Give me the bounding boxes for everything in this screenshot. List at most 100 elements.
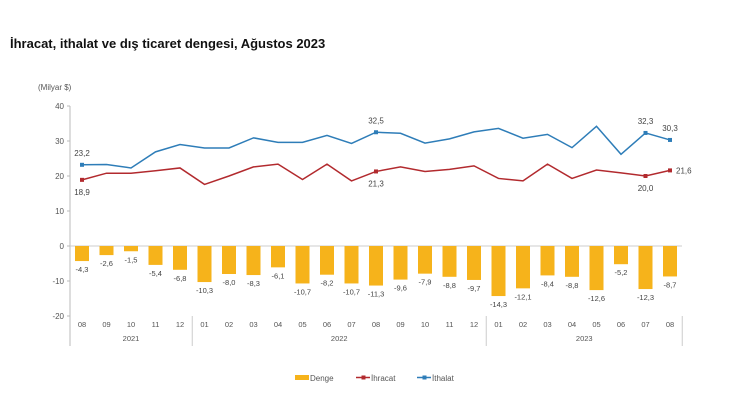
bar-denge: [467, 246, 481, 280]
x-tick-label: 01: [494, 320, 502, 329]
data-point-marker: [80, 177, 84, 182]
x-tick-label: 12: [470, 320, 478, 329]
x-tick-label: 10: [127, 320, 135, 329]
bar-denge: [614, 246, 628, 265]
data-point-marker: [374, 169, 378, 174]
bar-label: -12,6: [588, 294, 605, 303]
point-label: 23,2: [74, 149, 90, 158]
bar-label: -10,3: [196, 286, 213, 295]
bar-label: -12,3: [637, 293, 654, 302]
x-tick-label: 09: [102, 320, 110, 329]
bar-denge: [540, 246, 555, 276]
x-tick-label: 12: [176, 320, 184, 329]
bar-label: -9,6: [394, 284, 407, 293]
data-point-marker: [643, 130, 648, 135]
y-tick-label: -20: [52, 312, 64, 321]
legend-marker: [422, 375, 427, 380]
bar-label: -7,9: [419, 278, 432, 287]
bar-label: -6,8: [174, 274, 187, 283]
x-tick-label: 09: [396, 320, 404, 329]
x-tick-label: 11: [152, 320, 160, 329]
bar-denge: [663, 246, 677, 277]
data-point-marker: [668, 168, 672, 173]
bar-label: -12,1: [514, 292, 531, 301]
x-tick-label: 11: [446, 320, 454, 329]
legend-marker: [361, 375, 366, 380]
data-point-marker: [643, 174, 648, 178]
bar-label: -10,7: [343, 287, 360, 296]
x-tick-label: 08: [372, 320, 380, 329]
bar-denge: [565, 246, 579, 277]
x-tick-label: 03: [543, 320, 551, 329]
point-label: 21,6: [676, 166, 692, 175]
legend-swatch: [295, 375, 309, 380]
bar-label: -8,0: [223, 278, 236, 287]
y-axis-label: (Milyar $): [38, 83, 72, 92]
y-tick-label: 20: [55, 172, 64, 181]
x-tick-label: 05: [298, 320, 306, 329]
bar-denge: [75, 246, 89, 262]
x-tick-label: 01: [200, 320, 208, 329]
x-tick-label: 07: [347, 320, 355, 329]
bar-label: -8,2: [321, 279, 334, 288]
year-label: 2021: [123, 334, 140, 343]
bar-denge: [393, 246, 408, 280]
bar-denge: [148, 246, 163, 265]
data-point-marker: [374, 130, 378, 135]
x-tick-label: 04: [274, 320, 282, 329]
point-label: 21,3: [368, 179, 384, 188]
bar-denge: [295, 246, 310, 284]
bar-denge: [516, 246, 530, 289]
bar-label: -8,8: [566, 281, 579, 290]
x-tick-label: 06: [323, 320, 331, 329]
bar-label: -10,7: [294, 287, 311, 296]
x-tick-label: 08: [78, 320, 86, 329]
bar-label: -8,3: [247, 279, 260, 288]
bar-label: -8,7: [664, 280, 677, 289]
bar-label: -5,2: [615, 268, 628, 277]
y-tick-label: -10: [52, 277, 64, 286]
x-tick-label: 04: [568, 320, 576, 329]
bar-denge: [197, 246, 212, 283]
bar-denge: [271, 246, 285, 268]
legend-label: Denge: [310, 374, 334, 383]
bar-denge: [442, 246, 457, 277]
chart-title: İhracat, ithalat ve dış ticaret dengesi,…: [10, 36, 326, 51]
bar-label: -11,3: [368, 290, 385, 299]
bar-denge: [222, 246, 236, 274]
bar-label: -2,6: [100, 259, 113, 268]
bar-denge: [124, 246, 138, 252]
bar-label: -4,3: [76, 265, 89, 274]
bar-denge: [173, 246, 187, 270]
bar-label: -6,1: [272, 271, 285, 280]
bar-denge: [589, 246, 604, 291]
bar-denge: [99, 246, 114, 256]
bar-denge: [491, 246, 506, 297]
bar-denge: [320, 246, 334, 275]
x-tick-label: 06: [617, 320, 625, 329]
bar-denge: [246, 246, 261, 276]
data-point-marker: [668, 137, 672, 142]
point-label: 32,3: [638, 117, 654, 126]
x-tick-label: 08: [666, 320, 674, 329]
y-tick-label: 10: [55, 207, 64, 216]
point-label: 32,5: [368, 116, 384, 125]
point-label: 18,9: [74, 188, 90, 197]
y-tick-label: 0: [60, 242, 65, 251]
y-tick-label: 30: [55, 137, 64, 146]
legend-label: İhracat: [371, 374, 396, 383]
bar-label: -8,8: [443, 281, 456, 290]
x-tick-label: 02: [519, 320, 527, 329]
legend-label: İthalat: [432, 374, 455, 383]
bar-label: -5,4: [149, 269, 162, 278]
x-tick-label: 02: [225, 320, 233, 329]
point-label: 20,0: [638, 184, 654, 193]
year-label: 2023: [576, 334, 593, 343]
bar-denge: [638, 246, 653, 290]
bar-label: -14,3: [490, 300, 507, 309]
y-tick-label: 40: [55, 102, 64, 111]
bar-label: -9,7: [468, 284, 481, 293]
bar-label: -1,5: [125, 255, 138, 264]
x-tick-label: 05: [592, 320, 600, 329]
